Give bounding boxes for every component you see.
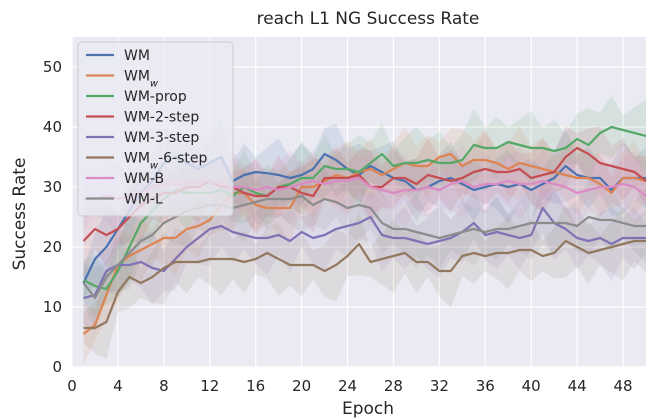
legend-label: WM-2-step bbox=[124, 110, 199, 126]
x-tick-label: 28 bbox=[384, 377, 403, 395]
y-tick-label: 0 bbox=[52, 358, 62, 376]
y-tick-label: 40 bbox=[43, 118, 62, 136]
x-tick-label: 8 bbox=[159, 377, 169, 395]
y-tick-label: 10 bbox=[43, 298, 62, 316]
x-tick-label: 12 bbox=[200, 377, 219, 395]
legend-label: WM-3-step bbox=[124, 130, 199, 146]
legend-label: WM bbox=[124, 48, 150, 64]
legend-label: WMw-6-step bbox=[124, 151, 208, 172]
series-line-5 bbox=[83, 239, 646, 330]
x-tick-label: 4 bbox=[113, 377, 123, 395]
x-tick-label: 24 bbox=[338, 377, 357, 395]
legend-box bbox=[77, 41, 234, 217]
x-tick-label: 36 bbox=[476, 377, 495, 395]
x-axis-ticks: 0 4 8 12 16 20 24 28 32 36 40 44 48 bbox=[67, 377, 632, 395]
series-line-4 bbox=[83, 206, 646, 300]
x-axis-label: Epoch bbox=[342, 399, 394, 419]
legend-label: WM-L bbox=[124, 192, 163, 208]
y-tick-label: 20 bbox=[43, 238, 62, 256]
y-tick-label: 30 bbox=[43, 178, 62, 196]
x-tick-label: 20 bbox=[292, 377, 311, 395]
x-tick-label: 0 bbox=[67, 377, 77, 395]
x-tick-label: 48 bbox=[613, 377, 632, 395]
legend-label: WM-B bbox=[124, 171, 164, 187]
chart-title: reach L1 NG Success Rate bbox=[257, 9, 480, 29]
error-band-5 bbox=[83, 204, 646, 359]
legend-label: WM-prop bbox=[124, 89, 187, 105]
y-tick-label: 50 bbox=[43, 58, 62, 76]
x-tick-label: 40 bbox=[522, 377, 541, 395]
y-axis-label: Success Rate bbox=[10, 158, 30, 271]
x-tick-label: 44 bbox=[568, 377, 587, 395]
x-tick-label: 32 bbox=[430, 377, 449, 395]
y-axis-ticks: 0 10 20 30 40 50 bbox=[43, 58, 62, 376]
error-band-4 bbox=[83, 182, 646, 332]
error-band-2 bbox=[83, 95, 646, 318]
x-tick-label: 16 bbox=[246, 377, 265, 395]
legend-label: WMw bbox=[124, 69, 159, 90]
